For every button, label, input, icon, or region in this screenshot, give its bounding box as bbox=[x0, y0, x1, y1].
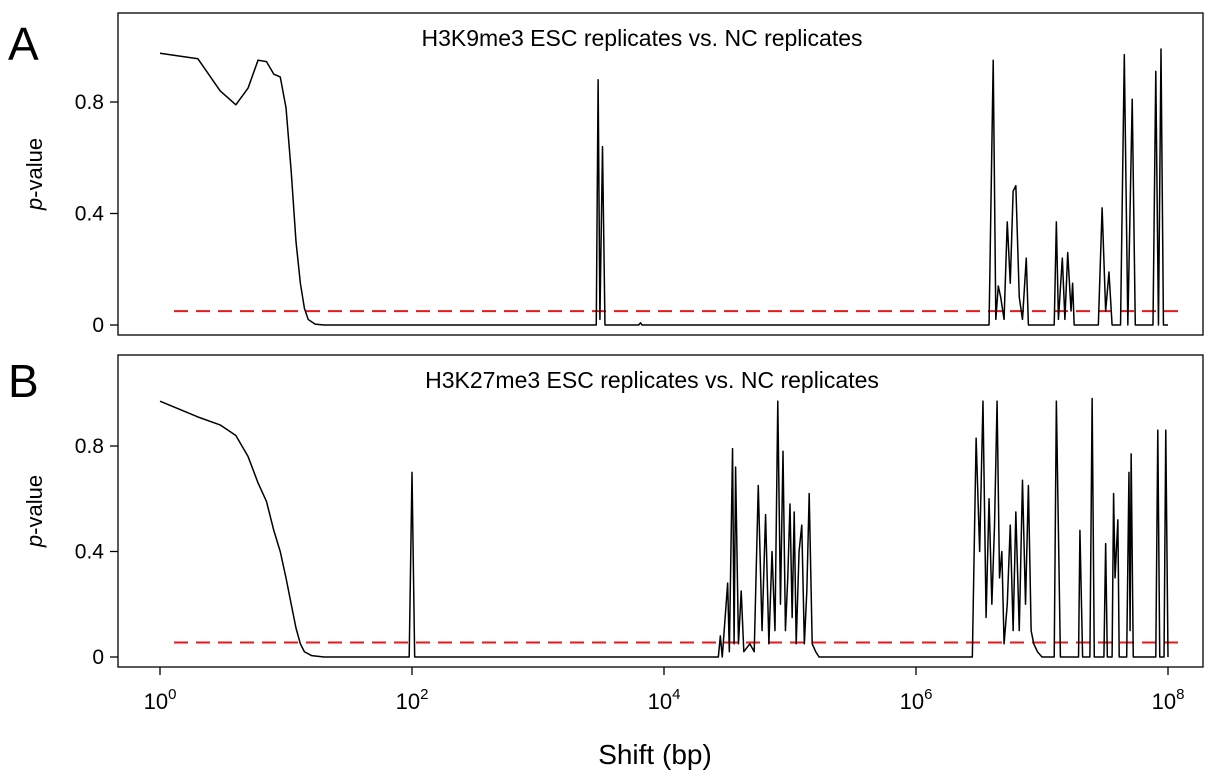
panel-a: A H3K9me3 ESC replicates vs. NC replicat… bbox=[8, 12, 1204, 337]
x-tick-label: 108 bbox=[1152, 686, 1185, 714]
plot-frame bbox=[117, 354, 1204, 668]
x-ticks: 100 102 104 106 108 bbox=[144, 667, 1185, 714]
series-line bbox=[159, 397, 1169, 658]
x-tick-base: 10 bbox=[900, 689, 924, 714]
x-tick-base: 10 bbox=[144, 689, 168, 714]
y-tick-label: 0 bbox=[92, 314, 104, 337]
x-tick-exponent: 6 bbox=[924, 686, 932, 703]
x-tick-base: 10 bbox=[1152, 689, 1176, 714]
y-axis-label: p-value bbox=[22, 138, 47, 211]
y-axis-label-italic: p bbox=[22, 535, 47, 548]
y-tick-label: 0 bbox=[92, 646, 104, 669]
x-tick-exponent: 0 bbox=[168, 686, 176, 703]
y-axis-label-rest: -value bbox=[22, 475, 47, 535]
y-tick-label: 0.8 bbox=[75, 91, 104, 114]
y-axis-label: p-value bbox=[22, 475, 47, 548]
x-tick-exponent: 2 bbox=[420, 686, 428, 703]
y-axis-label-italic: p bbox=[22, 198, 47, 211]
panel-letter: B bbox=[8, 355, 39, 407]
y-axis-label-rest: -value bbox=[22, 138, 47, 198]
x-tick-base: 10 bbox=[396, 689, 420, 714]
x-tick-label: 106 bbox=[900, 686, 933, 714]
x-tick-base: 10 bbox=[648, 689, 672, 714]
chart-title: H3K9me3 ESC replicates vs. NC replicates bbox=[422, 25, 863, 51]
series-line bbox=[159, 48, 1168, 326]
panel-letter: A bbox=[8, 18, 39, 70]
panel-b: B H3K27me3 ESC replicates vs. NC replica… bbox=[8, 354, 1204, 714]
y-ticks: 0 0.4 0.8 bbox=[75, 91, 118, 337]
chart-title: H3K27me3 ESC replicates vs. NC replicate… bbox=[425, 367, 879, 393]
x-tick-label: 100 bbox=[144, 686, 177, 714]
x-tick-exponent: 4 bbox=[672, 686, 680, 703]
plot-frame bbox=[117, 12, 1204, 336]
x-tick-label: 102 bbox=[396, 686, 429, 714]
y-tick-label: 0.4 bbox=[75, 541, 105, 564]
x-tick-label: 104 bbox=[648, 686, 681, 714]
y-tick-label: 0.8 bbox=[75, 435, 104, 458]
x-axis-label: Shift (bp) bbox=[598, 739, 712, 770]
y-tick-label: 0.4 bbox=[75, 203, 105, 226]
x-tick-exponent: 8 bbox=[1176, 686, 1184, 703]
y-ticks: 0 0.4 0.8 bbox=[75, 435, 118, 669]
